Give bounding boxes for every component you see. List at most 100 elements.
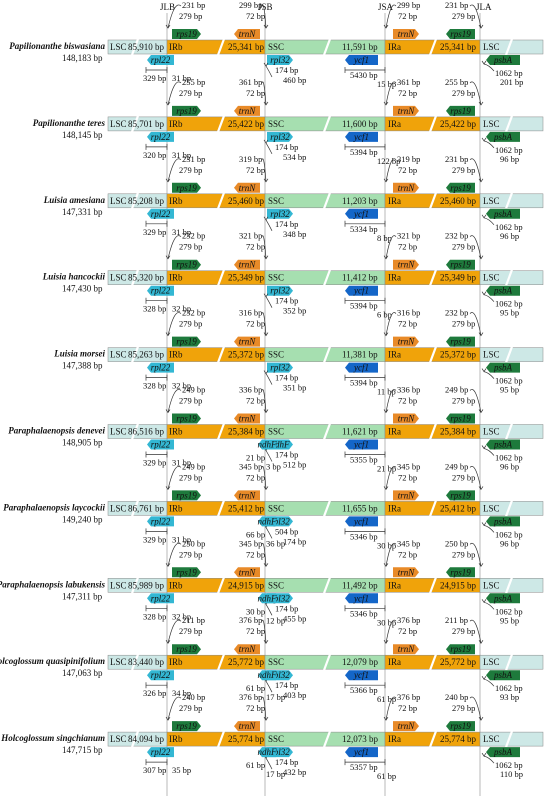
ssc-gene-pointer	[265, 296, 273, 308]
ssc-start-gene-label: rpl32	[270, 516, 290, 526]
trnN-right-label: trnN	[398, 183, 416, 193]
psbA-pointer-head	[481, 291, 487, 296]
ycf1-value-2: 122 bp	[377, 156, 400, 166]
trnN-left-pointer	[261, 235, 267, 259]
species-name: Luisia hancockii	[42, 272, 106, 282]
trnN-left-label: trnN	[239, 29, 257, 39]
trnN-right-pointer-head	[383, 332, 389, 337]
break-mark	[428, 423, 438, 440]
ssc-start-gene-label: rpl32	[270, 286, 290, 296]
ycf1-gene: ycf1	[345, 747, 378, 758]
trnN-right-pointer	[385, 312, 397, 336]
trnN-right-pointer	[385, 4, 397, 29]
ycf1-gene-shape	[345, 670, 378, 681]
rps19-right-pointer-head	[478, 409, 484, 414]
lsc-right-label: LSC	[483, 350, 500, 360]
ycf1-gene-label: ycf1	[353, 516, 369, 526]
trnN-left: trnN	[234, 413, 260, 424]
psbA-gene-shape	[486, 670, 520, 681]
trnN-right-value-2: 72 bp	[398, 88, 417, 98]
trnN-right-pointer-head	[383, 255, 389, 260]
break-mark	[130, 115, 140, 133]
trnN-right-pointer	[385, 389, 397, 413]
trnN-left-pointer	[261, 696, 267, 721]
break-mark	[322, 653, 332, 671]
rpl22-value-2: 31 bp	[172, 534, 191, 544]
rps19-right-pointer	[469, 696, 482, 721]
ssc-label: SSC	[268, 657, 284, 667]
ndhF-gene: ndhF	[258, 439, 277, 450]
rps19-left-pointer	[167, 4, 182, 29]
rpl22-gene-shape	[147, 670, 174, 681]
break-mark	[216, 346, 226, 363]
ycf1-value-2: 21 bp	[377, 464, 396, 474]
rpl22-gene-label: rpl22	[151, 55, 171, 65]
ssc-label: SSC	[268, 273, 284, 283]
trnN-right-pointer-head	[383, 716, 389, 721]
rpl22-gene-shape	[147, 593, 174, 604]
trnN-left-value-2: 72 bp	[246, 11, 265, 21]
psbA-pointer-head	[481, 368, 487, 373]
ira-length: 25,349 bp	[440, 273, 477, 283]
break-mark	[216, 576, 226, 594]
break-mark	[216, 269, 226, 287]
species-name: Papilionanthe biswasiana	[9, 41, 105, 51]
rps19-left-pointer-head	[165, 178, 171, 183]
rpl22-value-1: 328 bp	[143, 381, 166, 391]
break-mark	[504, 38, 514, 56]
ira-label: IRa	[388, 119, 401, 129]
trnN-left-pointer-head	[263, 409, 269, 414]
ycf1-value-2: 11 bp	[377, 387, 396, 397]
psbA-pointer-head	[481, 676, 487, 680]
trnN-left-shape	[234, 105, 260, 116]
rpl22-gene-label: rpl22	[151, 670, 171, 680]
rpl22-gene-label: rpl22	[151, 209, 171, 219]
ycf1-gene-label: ycf1	[353, 747, 369, 757]
rps19-left: rps19	[172, 413, 201, 424]
rps19-left: rps19	[172, 567, 201, 578]
rps19-left: rps19	[172, 105, 201, 116]
ycf1-gene-shape	[345, 208, 378, 219]
trnN-left-value-1: 345 bp	[239, 461, 262, 471]
ssc-start-gene: rpl32	[267, 131, 293, 142]
rps19-right-pointer-head	[478, 332, 484, 337]
lsc-right-label: LSC	[483, 119, 500, 129]
rpl22-gene-shape	[147, 55, 174, 65]
psbA-pointer-head	[481, 137, 487, 142]
trnN-left-value-1: 376 bp	[239, 692, 262, 702]
psbA-pointer	[483, 371, 495, 379]
rps19-right-pointer-head	[478, 101, 484, 106]
trnN-right-value-1: 336 bp	[397, 385, 420, 395]
ycf1-gene-label: ycf1	[353, 440, 369, 450]
lsc-right-label: LSC	[483, 580, 500, 590]
rpl22-gene: rpl22	[147, 208, 174, 219]
rpl22-value-2: 31 bp	[172, 458, 191, 468]
irb-length: 25,772 bp	[228, 657, 265, 667]
rps19-right-pointer-head	[478, 716, 484, 721]
trnN-left-label: trnN	[239, 721, 257, 731]
psbA-gene: psbA	[486, 55, 520, 65]
ssc-start-gene-label: rpl32	[270, 55, 290, 65]
break-mark	[216, 653, 226, 671]
rpl22-gene-shape	[147, 747, 174, 758]
rpl22-gene-shape	[147, 208, 174, 219]
trnN-right-shape	[393, 644, 419, 655]
rps19-left-shape	[172, 721, 201, 732]
rps19-left-pointer	[167, 619, 182, 644]
rps19-left-shape	[172, 259, 201, 270]
ssc-gene-pointer	[265, 450, 273, 462]
trnN-left-pointer	[261, 389, 267, 413]
psbA-gene-label: psbA	[493, 209, 513, 219]
rps19-right-value-2: 279 bp	[452, 626, 475, 636]
trnN-left-shape	[234, 182, 260, 193]
ycf1-value-1: 5394 bp	[350, 147, 378, 157]
psbA-pointer-head	[481, 599, 487, 603]
ycf1-value-2: 6 bp	[377, 310, 392, 320]
trnN-right-pointer	[385, 235, 397, 259]
rps19-right-value-2: 279 bp	[452, 472, 475, 482]
trnN-left: trnN	[234, 490, 260, 501]
rps19-right: rps19	[446, 259, 475, 270]
